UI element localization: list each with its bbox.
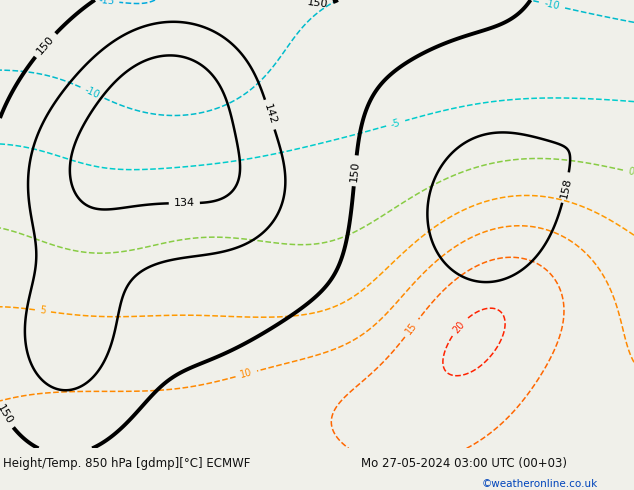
Text: 20: 20 [451,319,467,335]
Text: Height/Temp. 850 hPa [gdmp][°C] ECMWF: Height/Temp. 850 hPa [gdmp][°C] ECMWF [3,457,250,470]
Text: 5: 5 [39,305,47,316]
Text: 150: 150 [0,403,14,426]
Text: 150: 150 [307,0,329,9]
Text: 150: 150 [349,160,361,182]
Text: 142: 142 [262,103,278,126]
Text: 0: 0 [627,166,634,177]
Text: ©weatheronline.co.uk: ©weatheronline.co.uk [482,479,598,489]
Text: 150: 150 [35,34,56,56]
Text: 158: 158 [559,176,573,199]
Text: -10: -10 [543,0,560,12]
Text: -15: -15 [98,0,115,7]
Text: 10: 10 [239,368,254,380]
Text: 134: 134 [174,198,195,208]
Text: 15: 15 [404,320,420,336]
Text: -10: -10 [83,85,101,100]
Text: -5: -5 [390,117,402,129]
Text: Mo 27-05-2024 03:00 UTC (00+03): Mo 27-05-2024 03:00 UTC (00+03) [361,457,567,470]
